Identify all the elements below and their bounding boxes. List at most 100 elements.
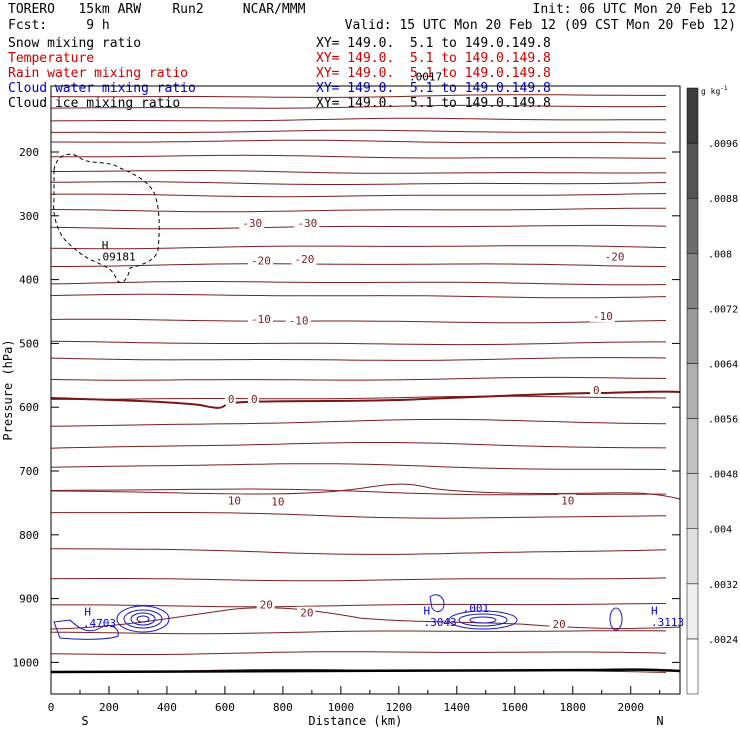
- cloud-water-contour: [469, 616, 497, 624]
- isotherm: [50, 181, 667, 185]
- cloud-water-contour: [429, 594, 445, 612]
- label-mask: [297, 606, 316, 619]
- colorbar-unit-exponent: -1: [720, 85, 728, 92]
- temperature-labels: -30 -30 -20 -20 -20 -10 -10 -10 0 0 0 10 10 10 20 20 20: [224, 216, 627, 631]
- isotherm: [51, 129, 667, 133]
- colorbar-swatch: [686, 473, 699, 529]
- isotherm: [50, 442, 667, 449]
- isotherm: [51, 170, 667, 174]
- cloud-water-contour: [448, 610, 518, 630]
- field-xy-rain: XY= 149.0. 5.1 to 149.0.149.8: [316, 66, 551, 81]
- isotherm: [50, 418, 667, 427]
- x-tick-label: 200: [99, 701, 119, 714]
- isotherm-10: [50, 483, 681, 500]
- cloud-water-contour: [116, 605, 170, 633]
- temperature-label: 10: [561, 494, 574, 507]
- temperature-label: -10: [289, 314, 309, 327]
- colorbar: .0096 .0088 .008 .0072 .0064 .0056 .0048 .004 .0…: [686, 85, 738, 695]
- isotherm-zero: [50, 390, 681, 409]
- x-tick-label: 1000: [328, 701, 355, 714]
- y-tick-label: 400: [19, 274, 39, 287]
- x-tick-label: 2000: [617, 701, 644, 714]
- x-axis-title: Distance (km): [308, 714, 402, 728]
- label-mask: [558, 494, 577, 507]
- colorbar-tick-label: .0024: [708, 635, 738, 646]
- temperature-label: -20: [251, 254, 271, 267]
- isotherm: [51, 603, 667, 608]
- temperature-label: 20: [300, 607, 313, 620]
- temperature-label: 20: [260, 598, 273, 611]
- x-tick-label: 0: [48, 701, 55, 714]
- label-mask: [224, 392, 236, 405]
- temperature-label: 10: [228, 494, 241, 507]
- y-axis-title: Pressure (hPa): [1, 339, 15, 440]
- extrema-label: H: [651, 605, 658, 618]
- cloud-water-contour: [458, 613, 508, 627]
- field-xy-cloud-water: XY= 149.0. 5.1 to 149.0.149.8: [316, 81, 551, 96]
- isotherm: [50, 463, 667, 470]
- label-mask: [590, 309, 616, 322]
- colorbar-tick-label: .0048: [708, 470, 738, 481]
- isotherm: [50, 340, 666, 346]
- cloud-water-contours: [53, 594, 623, 640]
- init-time: Init: 06 UTC Mon 20 Feb 12: [532, 2, 737, 17]
- x-tick-label: 1800: [560, 701, 587, 714]
- axes: 0 200 400 600 800 1000 1200 1400 1600 1800 2000200…: [1, 146, 680, 728]
- temperature-label: -30: [297, 217, 317, 230]
- colorbar-swatch: [686, 308, 699, 364]
- isotherm: [50, 224, 667, 230]
- cloud-water-contour: [136, 615, 150, 623]
- label-mask: [590, 383, 602, 396]
- label-mask: [601, 250, 627, 263]
- x-tick-label: 1400: [444, 701, 471, 714]
- colorbar-swatch: [686, 418, 699, 474]
- colorbar-tick-label: .0088: [708, 194, 738, 205]
- y-tick-label: 800: [19, 529, 39, 542]
- isotherm: [50, 357, 667, 361]
- extrema-label: H: [423, 605, 430, 618]
- field-xy-cloud-ice: XY= 149.0. 5.1 to 149.0.149.8: [316, 96, 551, 111]
- surface-line: [50, 668, 681, 674]
- extrema-label: H: [84, 605, 91, 618]
- colorbar-swatch: [686, 528, 699, 585]
- isotherm: [51, 139, 667, 144]
- label-mask: [268, 495, 287, 508]
- label-mask: [291, 253, 317, 266]
- forecast-hour: Fcst: 9 h: [8, 18, 110, 33]
- plot-frame: [50, 85, 681, 695]
- colorbar-swatch: [686, 87, 699, 144]
- x-end-label-left: S: [81, 714, 88, 728]
- isotherm: [50, 245, 667, 250]
- field-name-snow: Snow mixing ratio: [8, 36, 142, 51]
- y-tick-label: 200: [19, 146, 39, 159]
- x-end-label-right: N: [656, 714, 663, 728]
- y-tick-label: 1000: [13, 656, 40, 669]
- label-mask: [256, 598, 275, 611]
- isotherm-lines: [50, 94, 681, 674]
- colorbar-tick-label: .0056: [708, 415, 738, 426]
- isotherm: [50, 193, 667, 198]
- field-xy-snow: XY= 149.0. 5.1 to 149.0.149.8: [316, 36, 551, 51]
- label-mask: [224, 494, 243, 507]
- y-tick-label: 700: [19, 465, 39, 478]
- colorbar-tick-label: .0032: [708, 580, 738, 591]
- label-mask: [285, 314, 311, 327]
- extrema-label: .0017: [409, 71, 442, 84]
- cloud-ice-contour-line: [53, 153, 160, 283]
- temperature-label: 0: [228, 393, 235, 406]
- y-tick-label: 900: [19, 593, 39, 606]
- temperature-label: -10: [593, 310, 613, 323]
- isotherm: [50, 104, 667, 109]
- temperature-label: 20: [552, 618, 565, 631]
- label-mask: [248, 254, 274, 267]
- field-name-temperature: Temperature: [8, 51, 95, 66]
- extrema-label: .3043: [423, 616, 456, 629]
- y-tick-label: 500: [19, 337, 39, 350]
- extrema-label: .3113: [651, 616, 684, 629]
- cloud-water-contour: [130, 612, 156, 626]
- field-name-cloud-water: Cloud water mixing ratio: [8, 81, 196, 96]
- model-title: TORERO 15km ARW Run2 NCAR/MMM: [8, 2, 306, 17]
- colorbar-tick-label: .0072: [708, 304, 738, 315]
- temperature-label: -20: [605, 251, 625, 264]
